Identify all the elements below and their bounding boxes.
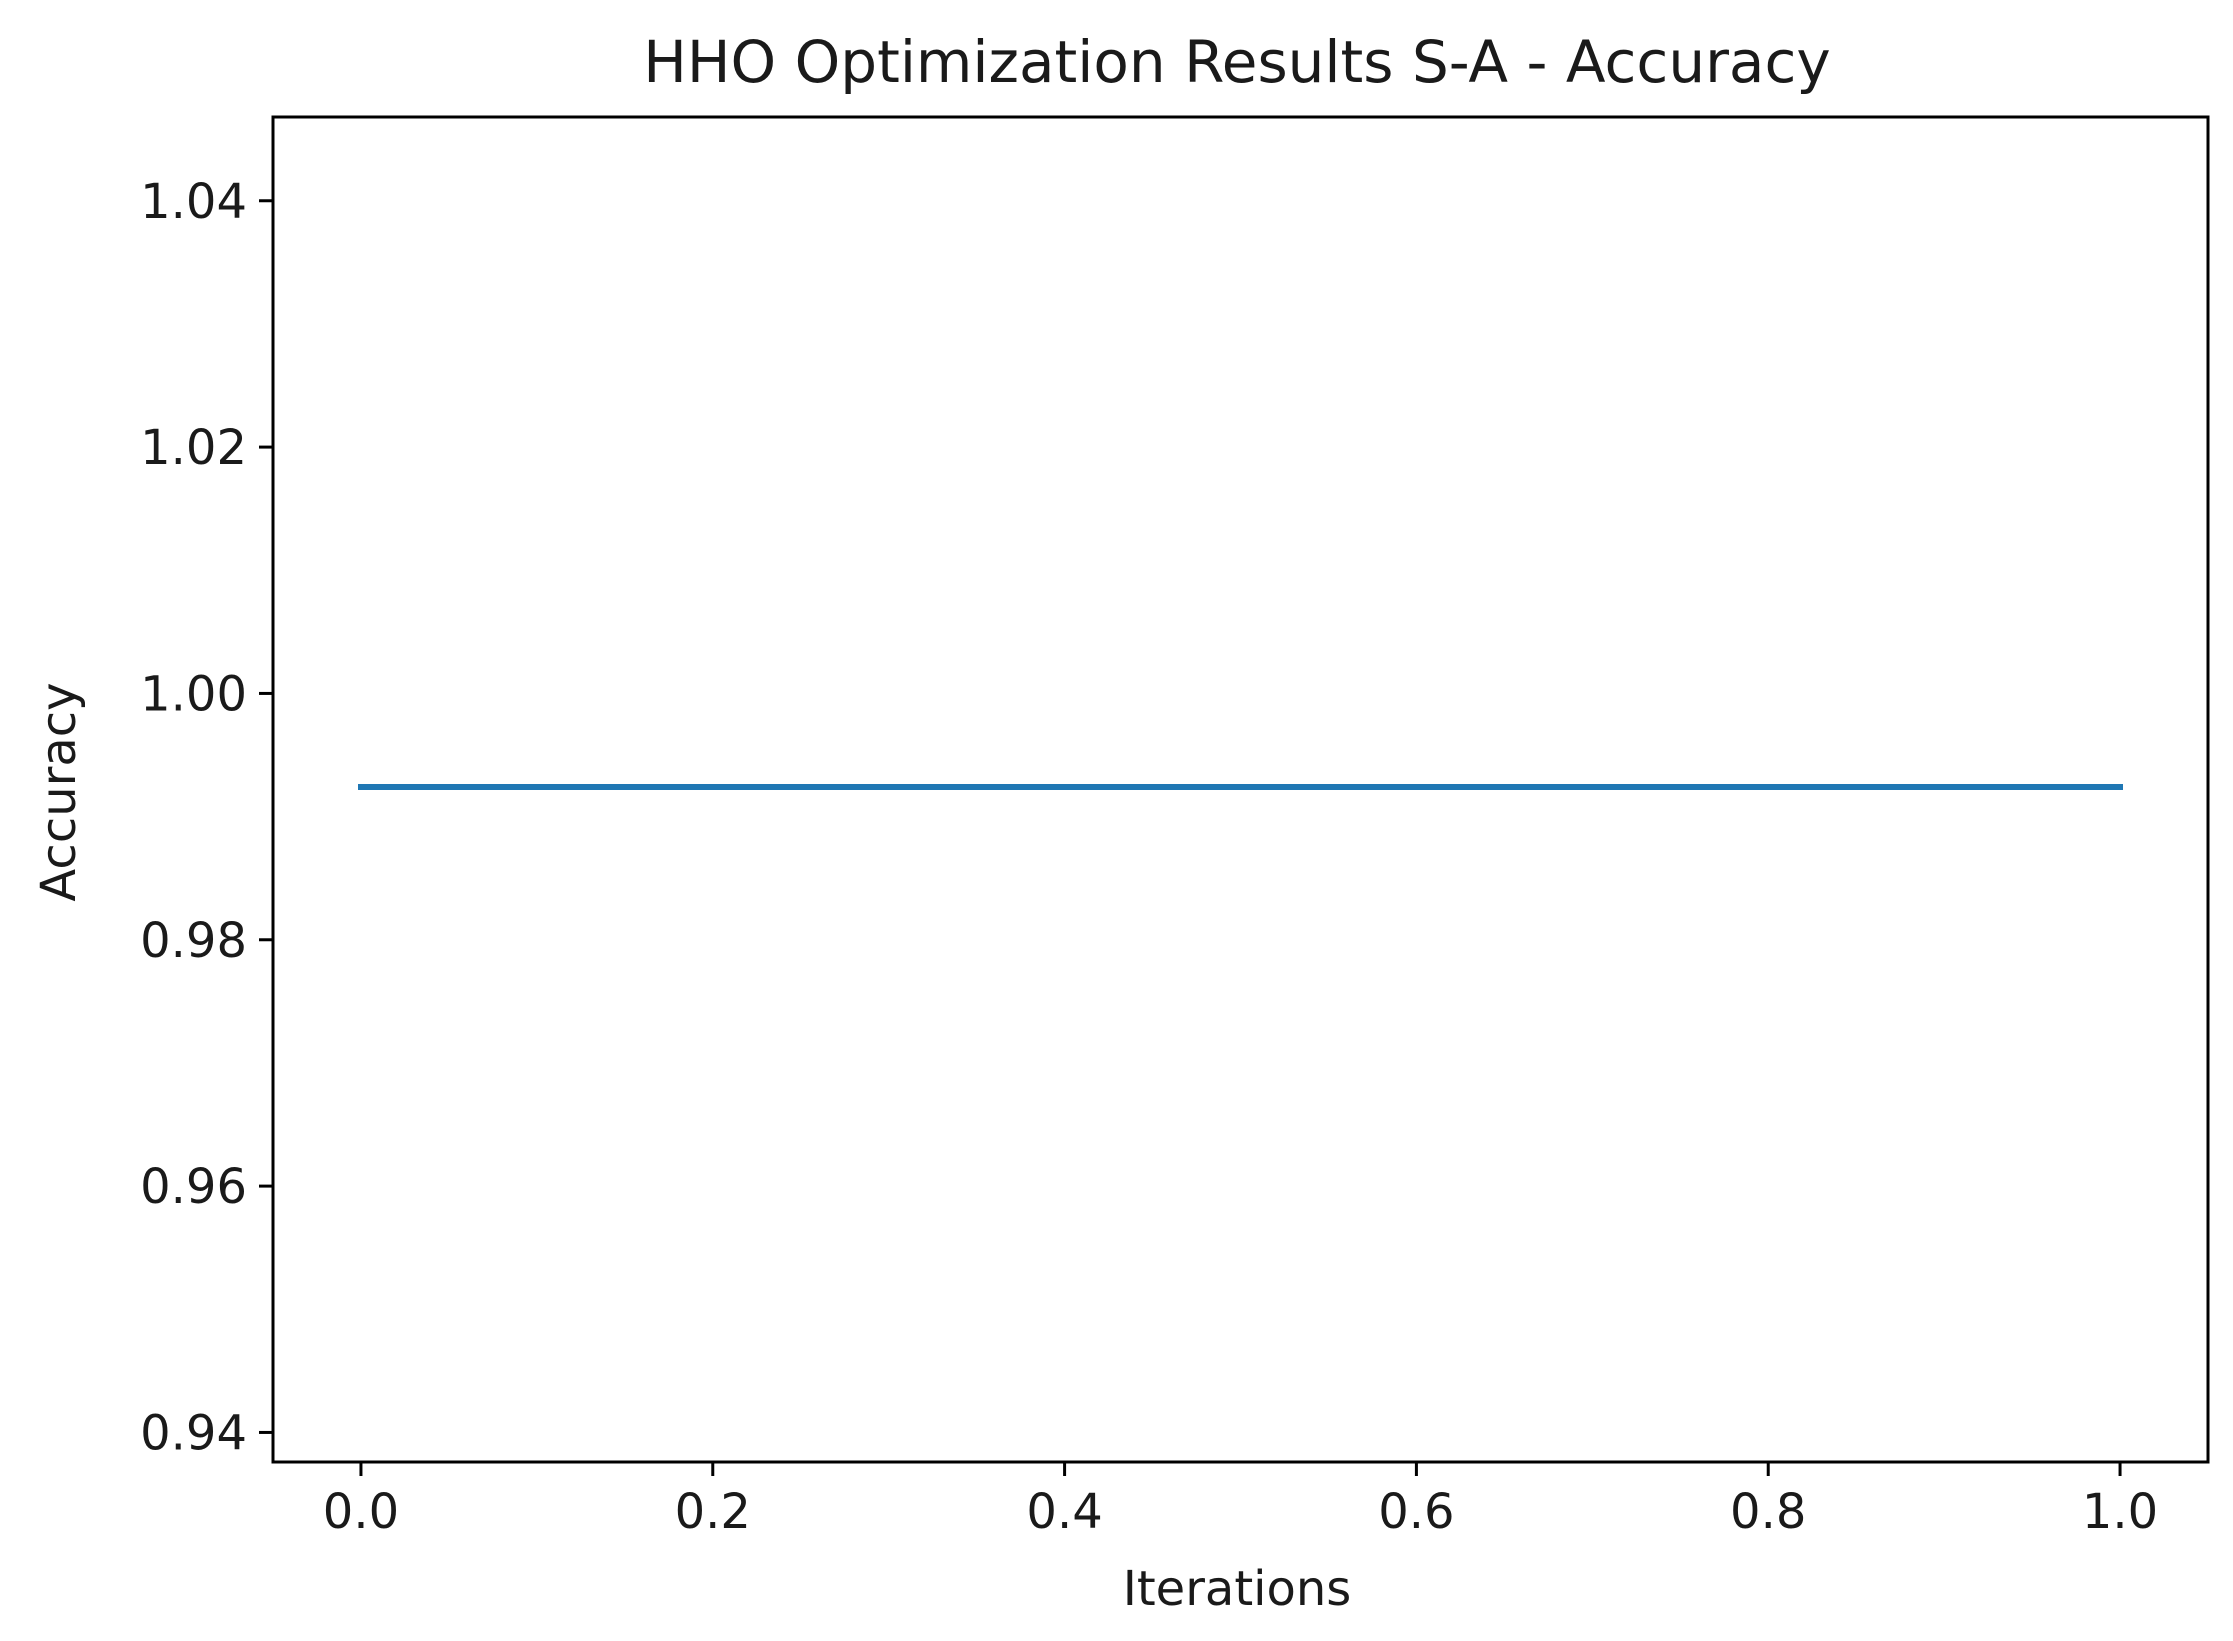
x-tick-label: 0.0 — [323, 1484, 399, 1540]
x-tick-label: 1.0 — [2082, 1484, 2158, 1540]
plot-frame — [271, 115, 2210, 1464]
y-tick-label: 0.94 — [140, 1405, 247, 1461]
x-tick-label: 0.2 — [675, 1484, 751, 1540]
y-tick-label: 0.96 — [140, 1159, 247, 1215]
y-tick-label: 1.00 — [140, 666, 247, 722]
y-axis-label: Accuracy — [31, 682, 87, 901]
x-axis-label: Iterations — [1123, 1561, 1352, 1617]
y-tick-label: 0.98 — [140, 913, 247, 969]
chart-title: HHO Optimization Results S-A - Accuracy — [643, 28, 1830, 96]
x-tick-label: 0.4 — [1026, 1484, 1102, 1540]
x-axis: 0.0 0.2 0.4 0.6 0.8 1.0 — [323, 1462, 2158, 1540]
plot-area — [271, 115, 2210, 1464]
y-tick-label: 1.04 — [140, 174, 247, 230]
y-axis: 0.94 0.96 0.98 1.00 1.02 1.04 — [140, 174, 273, 1461]
x-tick-label: 0.8 — [1730, 1484, 1806, 1540]
y-tick-label: 1.02 — [140, 420, 247, 476]
x-tick-label: 0.6 — [1378, 1484, 1454, 1540]
